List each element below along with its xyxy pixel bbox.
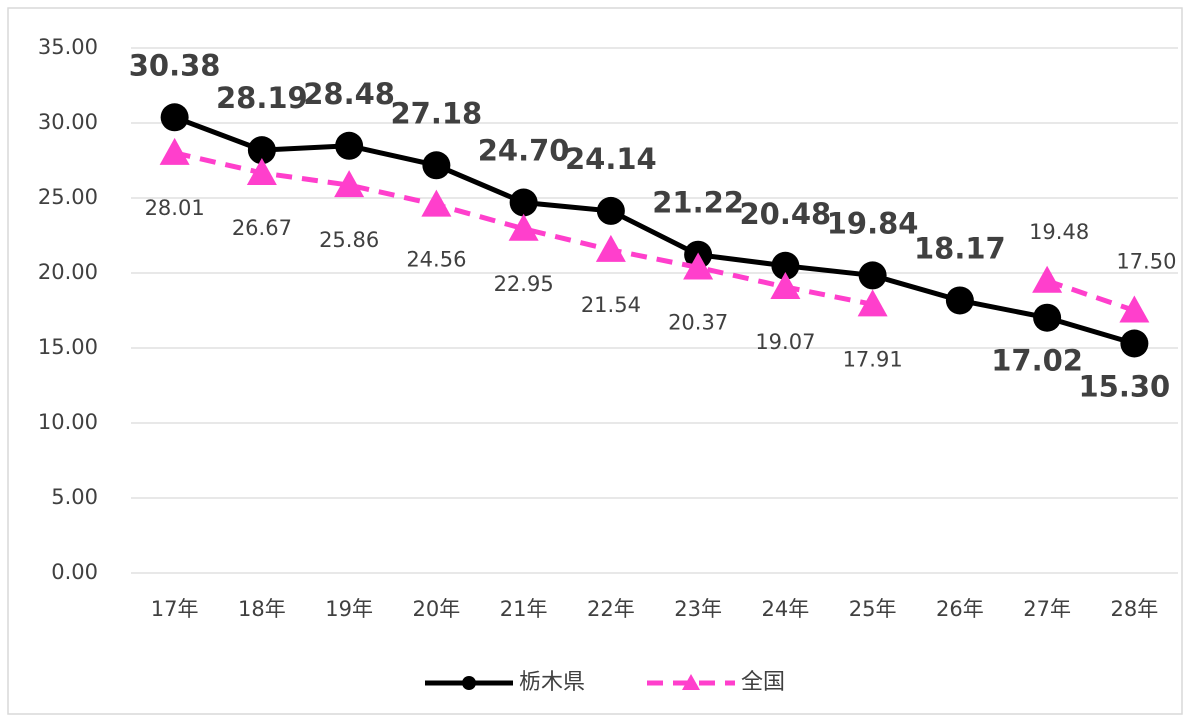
legend-marker <box>682 674 700 690</box>
x-tick-label: 22年 <box>587 597 635 621</box>
x-tick-label: 26年 <box>936 597 984 621</box>
data-label: 27.18 <box>391 96 483 130</box>
point <box>595 234 626 262</box>
y-tick-label: 30.00 <box>38 110 98 134</box>
point <box>683 252 714 280</box>
x-tick-label: 28年 <box>1111 597 1159 621</box>
point <box>1033 303 1062 332</box>
legend-label: 栃木県 <box>519 670 585 695</box>
data-label: 24.70 <box>478 134 570 168</box>
data-label: 21.54 <box>581 293 641 317</box>
x-tick-label: 18年 <box>238 597 286 621</box>
y-tick-label: 5.00 <box>51 485 98 509</box>
point <box>509 188 538 217</box>
x-tick-label: 20年 <box>413 597 461 621</box>
data-label: 24.56 <box>406 248 466 272</box>
legend-label: 全国 <box>741 670 785 695</box>
y-tick-label: 25.00 <box>38 185 98 209</box>
data-label: 28.48 <box>303 77 395 111</box>
data-label: 20.37 <box>668 310 728 334</box>
x-tick-label: 25年 <box>849 597 897 621</box>
x-tick-label: 19年 <box>325 597 373 621</box>
series-line <box>174 150 1136 313</box>
data-label: 17.50 <box>1116 250 1176 274</box>
y-tick-label: 20.00 <box>38 260 98 284</box>
point <box>421 189 452 217</box>
point <box>160 103 189 132</box>
y-tick-label: 35.00 <box>38 35 98 59</box>
point <box>945 286 974 315</box>
x-tick-label: 27年 <box>1023 597 1071 621</box>
y-tick-label: 10.00 <box>38 410 98 434</box>
data-label: 25.86 <box>319 228 379 252</box>
data-label: 21.22 <box>652 186 744 220</box>
data-label: 28.19 <box>216 81 308 115</box>
data-label: 15.30 <box>1079 370 1171 404</box>
data-label: 18.17 <box>914 231 1006 265</box>
data-label: 17.02 <box>991 344 1083 378</box>
data-label: 28.01 <box>145 196 205 220</box>
x-tick-label: 21年 <box>500 597 548 621</box>
legend-marker <box>462 676 476 690</box>
point <box>771 251 800 280</box>
point <box>1120 329 1149 358</box>
point <box>858 261 887 290</box>
x-tick-label: 24年 <box>762 597 810 621</box>
y-tick-label: 15.00 <box>38 335 98 359</box>
point <box>422 151 451 180</box>
series-line <box>173 114 1136 346</box>
data-label: 30.38 <box>129 48 221 82</box>
point <box>335 131 364 160</box>
point <box>1032 265 1063 293</box>
point <box>1119 295 1150 323</box>
point <box>770 271 801 299</box>
data-label: 26.67 <box>232 216 292 240</box>
data-label: 17.91 <box>843 347 903 371</box>
data-label: 19.84 <box>827 206 919 240</box>
data-label: 24.14 <box>565 142 657 176</box>
y-tick-label: 0.00 <box>51 560 98 584</box>
point <box>246 157 277 185</box>
data-label: 20.48 <box>740 197 832 231</box>
point <box>159 137 190 165</box>
point <box>334 170 365 198</box>
x-tick-label: 17年 <box>151 597 199 621</box>
data-label: 19.48 <box>1029 220 1089 244</box>
point <box>508 213 539 241</box>
point <box>596 196 625 225</box>
x-tick-label: 23年 <box>674 597 722 621</box>
point <box>857 289 888 317</box>
data-label: 22.95 <box>494 272 554 296</box>
point <box>247 136 276 165</box>
data-label: 19.07 <box>755 330 815 354</box>
